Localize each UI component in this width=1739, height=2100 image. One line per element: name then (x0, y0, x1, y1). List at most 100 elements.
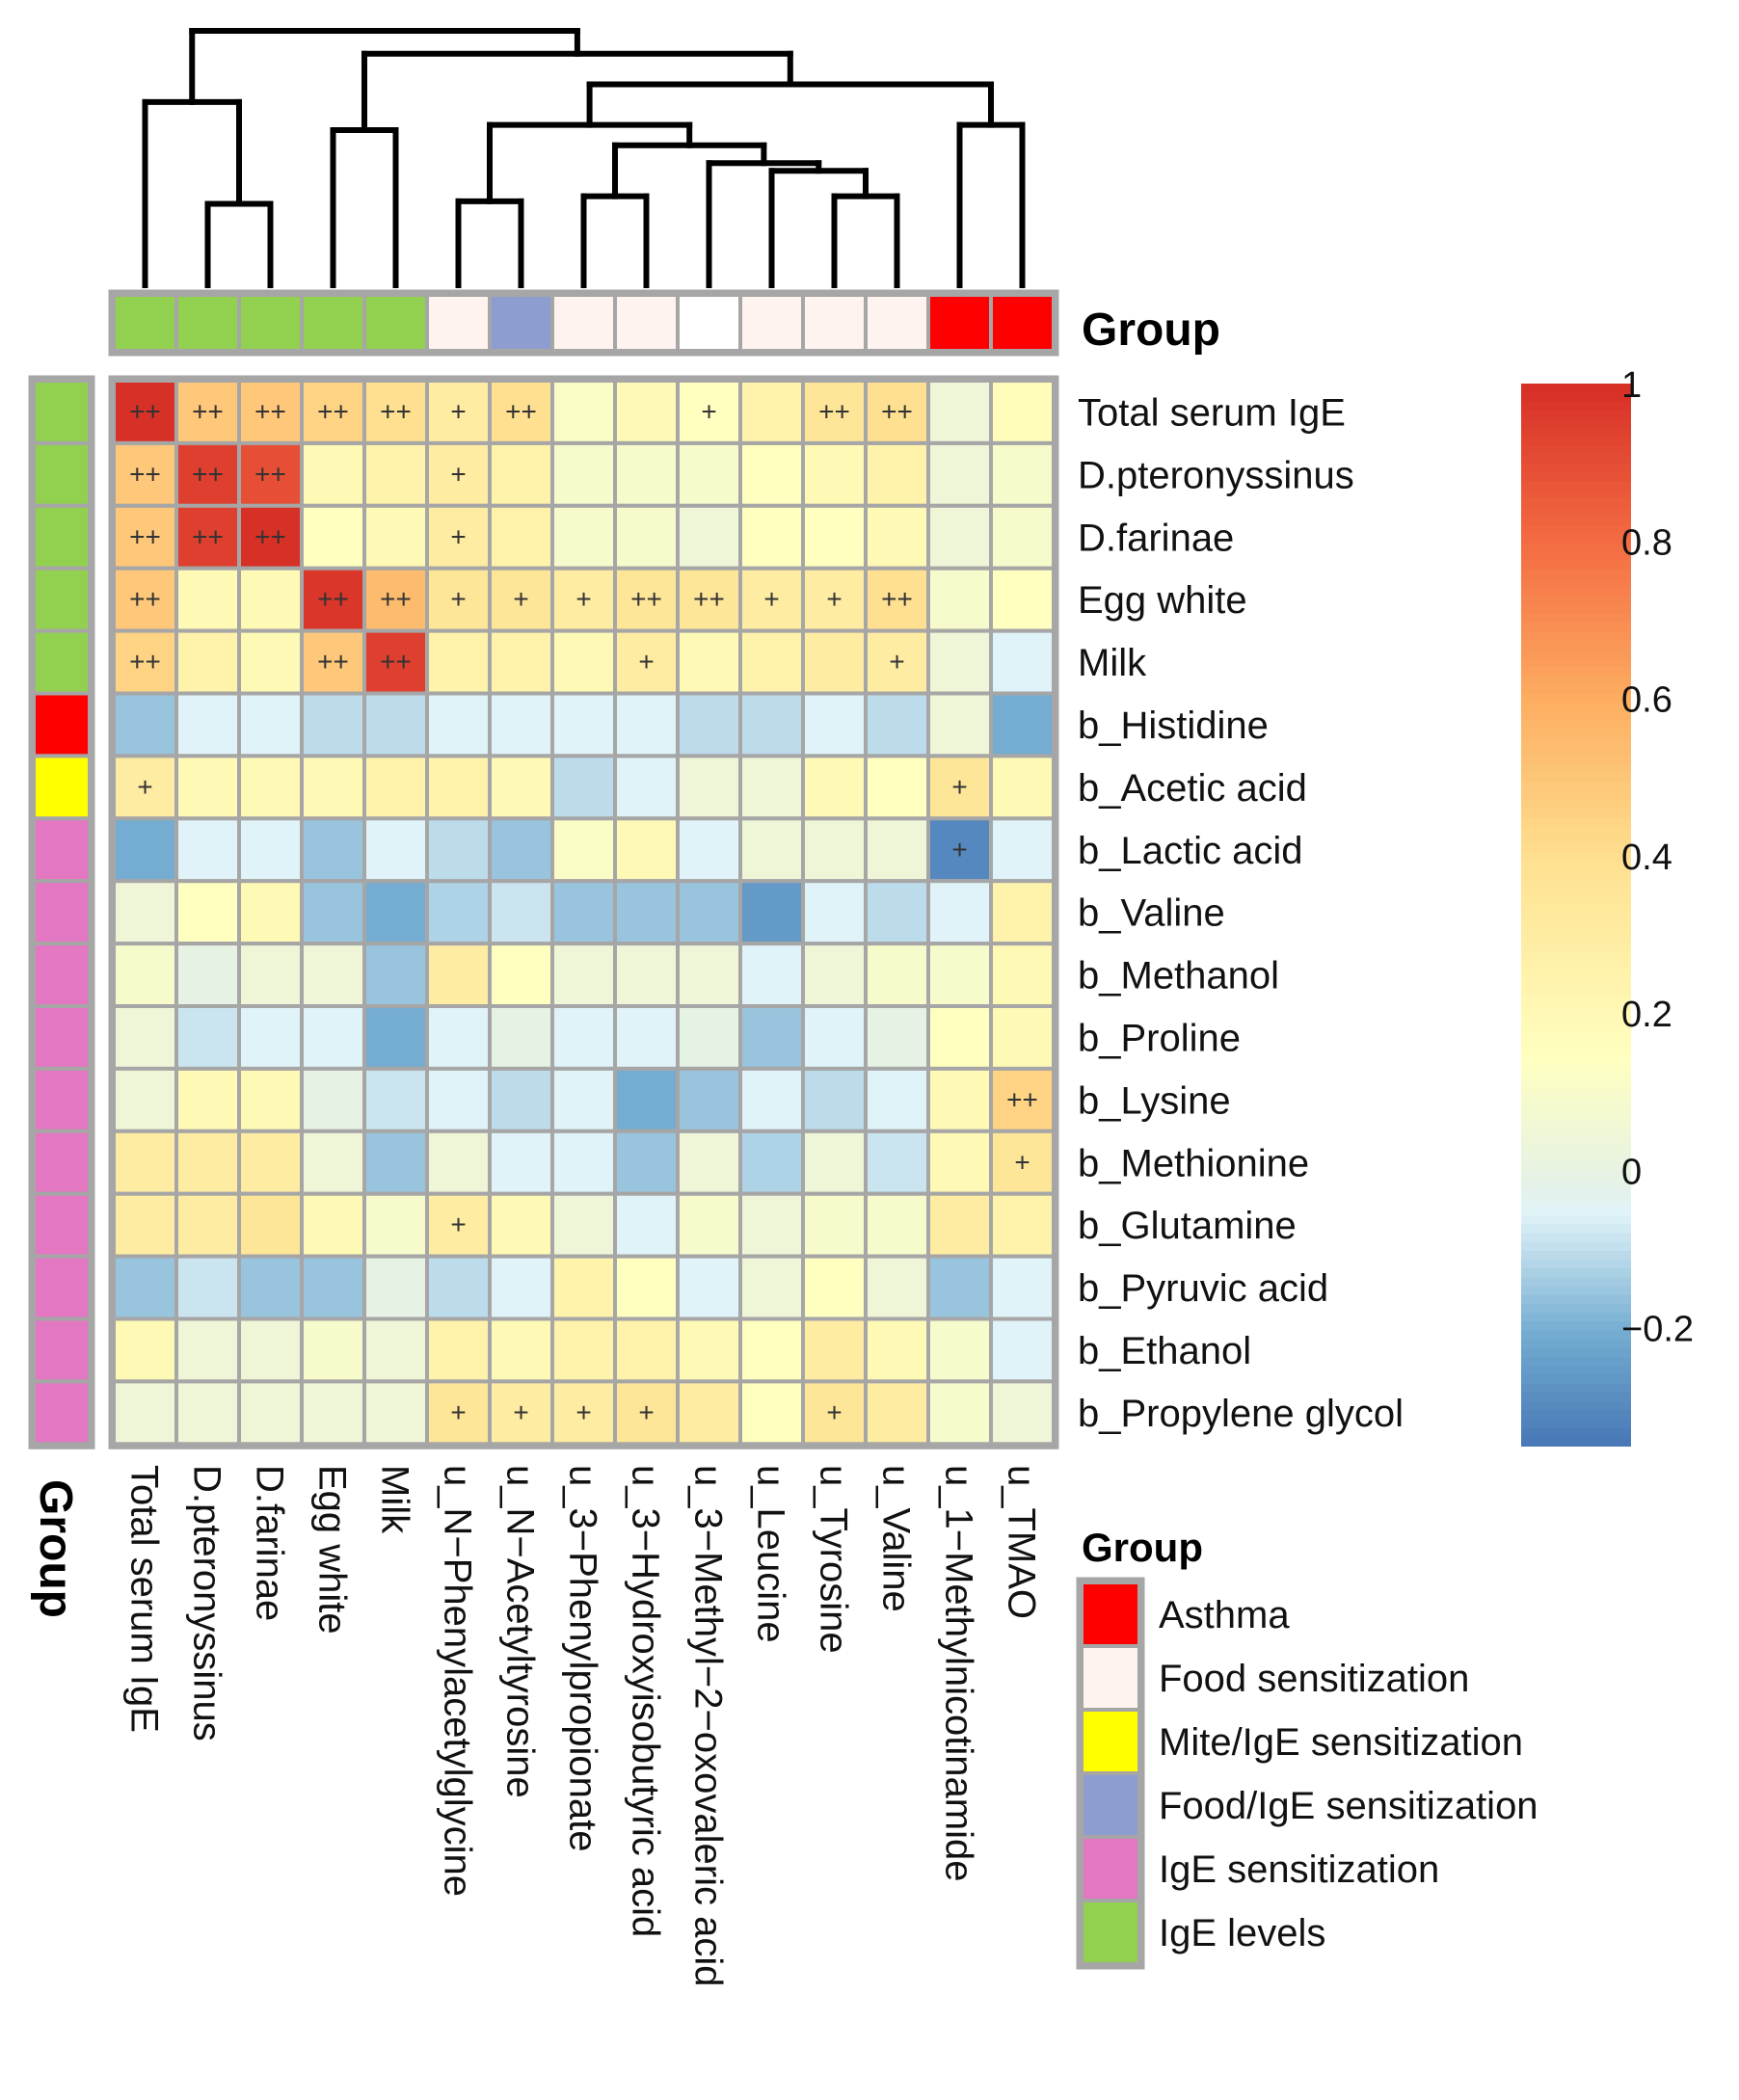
heatmap-cell (864, 503, 930, 571)
heatmap-cell (801, 1254, 868, 1321)
row-group-cell (32, 1066, 92, 1133)
heatmap-cell (174, 1066, 241, 1133)
colorbar-segment (1521, 985, 1631, 996)
colorbar-segment (1521, 1021, 1631, 1031)
colorbar-segment (1521, 719, 1631, 731)
heatmap-cell (425, 942, 492, 1008)
colorbar-segment (1521, 1091, 1631, 1102)
heatmap-cell (989, 440, 1056, 508)
row-group-cell (32, 1004, 92, 1071)
heatmap-cell (112, 879, 178, 946)
significance-mark: + (1014, 1147, 1030, 1177)
colorbar-segment (1521, 1127, 1631, 1137)
heatmap-cell (989, 628, 1056, 696)
heatmap-cell (801, 1004, 868, 1071)
heatmap-cell (550, 691, 617, 758)
heatmap-cell (488, 1066, 554, 1133)
colorbar-segment (1521, 560, 1631, 571)
column-group-cell (362, 293, 429, 353)
heatmap-cell (613, 1066, 680, 1133)
column-group-cell (550, 293, 617, 353)
colorbar-tick-label: 0.2 (1621, 995, 1672, 1035)
significance-mark: + (951, 772, 967, 802)
colorbar-segment (1521, 949, 1631, 960)
heatmap-cell (738, 942, 805, 1008)
colorbar-segment (1521, 507, 1631, 518)
heatmap-cell (112, 816, 178, 884)
legend-border (1076, 1577, 1145, 1970)
heatmap-cell (425, 628, 492, 696)
heatmap-cell (801, 566, 868, 633)
heatmap-cell (801, 942, 868, 1008)
significance-mark: ++ (254, 396, 286, 426)
heatmap-cell (425, 1316, 492, 1384)
heatmap-cell (738, 440, 805, 508)
heatmap-cell (738, 1191, 805, 1259)
heatmap-cell (613, 816, 680, 884)
heatmap-cell (613, 942, 680, 1008)
colorbar-segment (1521, 896, 1631, 907)
legend-swatch (1080, 1708, 1141, 1775)
colorbar: 1 0.8 0.6 0.4 0.2 0 −0.2 (1521, 365, 1694, 1447)
heatmap-cell (676, 816, 742, 884)
heatmap-cell (989, 816, 1056, 884)
column-label: D.pteronyssinus (186, 1465, 228, 1741)
colorbar-segment (1521, 587, 1631, 598)
colorbar-segment (1521, 622, 1631, 633)
heatmap-cell (926, 1316, 993, 1384)
colorbar-segment (1521, 915, 1631, 925)
significance-mark: ++ (254, 459, 286, 489)
colorbar-segment (1521, 932, 1631, 943)
heatmap-cell (801, 879, 868, 946)
legend-label: Food sensitization (1159, 1658, 1469, 1700)
row-group-title: Group (30, 1479, 81, 1618)
heatmap-cell (550, 1254, 617, 1321)
colorbar-segment (1521, 534, 1631, 545)
heatmap-cell (989, 691, 1056, 758)
heatmap-cell (237, 1066, 304, 1133)
colorbar-segment (1521, 1233, 1631, 1243)
colorbar-segment (1521, 1162, 1631, 1173)
column-label: u_1−Methylnicotinamide (938, 1465, 980, 1881)
significance-mark: ++ (317, 647, 349, 677)
significance-mark: ++ (129, 396, 161, 426)
heatmap-cell (174, 628, 241, 696)
row-label: b_Lysine (1078, 1079, 1231, 1122)
heatmap-cell (237, 1129, 304, 1196)
colorbar-segment (1521, 826, 1631, 837)
heatmap-cell (112, 1316, 178, 1384)
heatmap-cell (613, 879, 680, 946)
column-group-cell (174, 293, 241, 353)
heatmap-cell (801, 1316, 868, 1384)
heatmap-cell (676, 1004, 742, 1071)
row-group-cell (32, 1379, 92, 1447)
heatmap-cell (550, 1379, 617, 1447)
heatmap-cell (926, 691, 993, 758)
heatmap-cell (362, 942, 429, 1008)
heatmap-cell (926, 1191, 993, 1259)
column-group-cell (676, 293, 742, 353)
column-group-cell (300, 293, 366, 353)
significance-mark: + (638, 647, 654, 677)
heatmap-cell (425, 754, 492, 821)
colorbar-tick-label: 0.8 (1621, 522, 1672, 563)
heatmap-cell (237, 942, 304, 1008)
heatmap-cell (174, 566, 241, 633)
heatmap-cell (989, 1254, 1056, 1321)
colorbar-segment (1521, 437, 1631, 447)
heatmap-cell (362, 1191, 429, 1259)
heatmap-cell (237, 754, 304, 821)
heatmap-cell (738, 816, 805, 884)
colorbar-segment (1521, 693, 1631, 704)
significance-mark: ++ (505, 396, 537, 426)
heatmap-cell (300, 1004, 366, 1071)
heatmap-cell (926, 879, 993, 946)
row-group-cell (32, 566, 92, 633)
heatmap-cell (425, 1004, 492, 1071)
heatmap-cell (676, 754, 742, 821)
heatmap-cell (864, 1004, 930, 1071)
colorbar-segment (1521, 1224, 1631, 1235)
significance-mark: + (450, 1209, 466, 1239)
heatmap-cell (362, 1066, 429, 1133)
heatmap-cell (864, 691, 930, 758)
